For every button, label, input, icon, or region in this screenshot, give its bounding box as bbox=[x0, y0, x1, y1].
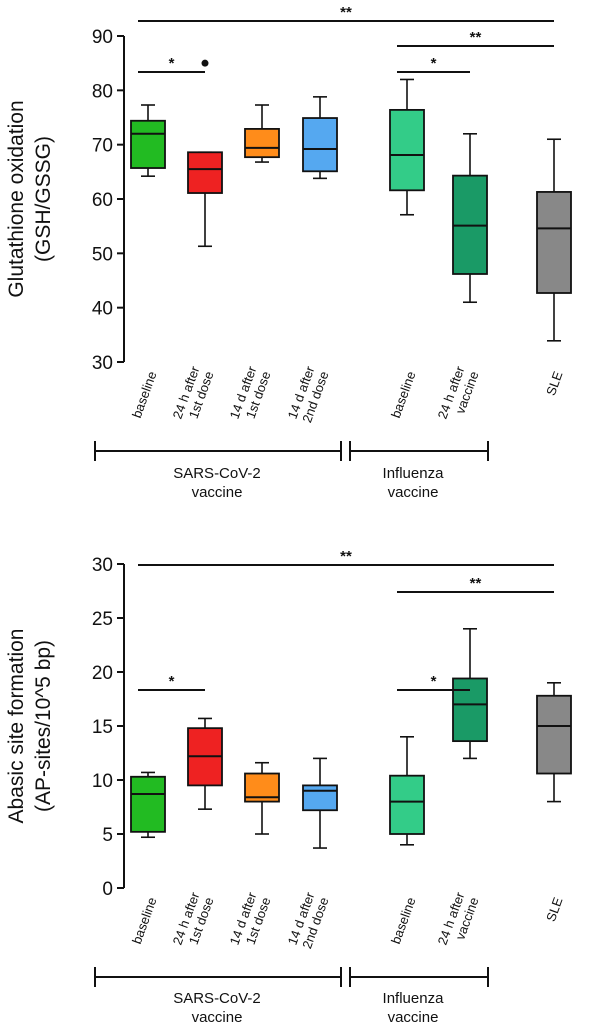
box-4 bbox=[389, 78, 425, 216]
box-3 bbox=[302, 96, 338, 180]
box-2 bbox=[244, 761, 280, 835]
category-label: SLE bbox=[543, 369, 566, 398]
category-label: 14 d after1st dose bbox=[227, 364, 274, 427]
group-label: SARS-CoV-2 bbox=[173, 465, 261, 482]
box-iqr bbox=[302, 784, 338, 812]
significance-label: * bbox=[431, 673, 437, 690]
significance-label: * bbox=[169, 673, 175, 690]
category-label: 24 h aftervaccine bbox=[435, 364, 482, 427]
y-tick-label: 15 bbox=[92, 717, 113, 738]
y-axis-label: Abasic site formation (AP-sites/10^5 bp) bbox=[5, 629, 55, 824]
y-axis-label-line: (AP-sites/10^5 bp) bbox=[32, 640, 55, 812]
group-label: SARS-CoV-2 bbox=[173, 990, 261, 1007]
category-label: baseline bbox=[129, 895, 160, 946]
category-label: 24 h after1st dose bbox=[170, 890, 217, 953]
y-tick-label: 20 bbox=[92, 663, 113, 684]
box-5 bbox=[452, 627, 488, 760]
y-axis-label-line: (GSH/GSSG) bbox=[32, 136, 55, 262]
category-label: baseline bbox=[388, 895, 419, 946]
group-label: vaccine bbox=[192, 1009, 243, 1024]
box-1 bbox=[187, 717, 223, 810]
y-axis-label-line: Abasic site formation bbox=[5, 629, 28, 824]
significance-label: ** bbox=[470, 575, 482, 592]
category-label-line: baseline bbox=[129, 895, 160, 946]
category-label-line: SLE bbox=[543, 369, 566, 398]
box-iqr bbox=[187, 151, 223, 194]
group-label: Influenza bbox=[383, 990, 445, 1007]
y-axis-label: Glutathione oxidation (GSH/GSSG) bbox=[5, 100, 55, 297]
significance-label: ** bbox=[340, 548, 352, 565]
box-iqr bbox=[452, 677, 488, 743]
y-axis-label-line: Glutathione oxidation bbox=[5, 100, 28, 297]
y-tick-label: 30 bbox=[92, 555, 113, 576]
box-iqr bbox=[536, 694, 572, 775]
group-label: vaccine bbox=[388, 1009, 439, 1024]
significance-label: * bbox=[431, 55, 437, 72]
category-label: 14 d after1st dose bbox=[227, 890, 274, 953]
box-iqr bbox=[130, 775, 166, 833]
group-label: Influenza bbox=[383, 465, 445, 482]
y-tick-label: 50 bbox=[92, 244, 113, 265]
y-tick-label: 5 bbox=[102, 825, 113, 846]
category-label-line: baseline bbox=[388, 369, 419, 420]
box-0 bbox=[130, 104, 166, 177]
category-label-line: baseline bbox=[388, 895, 419, 946]
box-3 bbox=[302, 757, 338, 849]
box-iqr bbox=[302, 117, 338, 173]
box-2 bbox=[244, 104, 280, 163]
box-6 bbox=[536, 138, 572, 342]
box-5 bbox=[452, 133, 488, 304]
box-iqr bbox=[130, 119, 166, 169]
category-label: baseline bbox=[388, 369, 419, 420]
significance-label: ** bbox=[340, 4, 352, 21]
y-tick-label: 30 bbox=[92, 353, 113, 374]
category-label: 24 h after1st dose bbox=[170, 364, 217, 427]
category-label: 14 d after2nd dose bbox=[285, 890, 332, 953]
box-0 bbox=[130, 771, 166, 839]
group-label: vaccine bbox=[192, 484, 243, 501]
box-6 bbox=[536, 681, 572, 803]
box-iqr bbox=[389, 774, 425, 835]
box-iqr bbox=[536, 191, 572, 294]
box-iqr bbox=[244, 128, 280, 159]
category-label: 24 h aftervaccine bbox=[435, 890, 482, 953]
category-label: 14 d after2nd dose bbox=[285, 364, 332, 427]
box-iqr bbox=[389, 108, 425, 192]
category-label: SLE bbox=[543, 895, 566, 924]
glutathione-oxidation-panel: 30 40 50 60 70 80 90 Glutathione oxidation (GSH/… bbox=[5, 4, 572, 501]
significance-label: * bbox=[169, 55, 175, 72]
y-tick-label: 70 bbox=[92, 136, 113, 157]
y-tick-label: 90 bbox=[92, 27, 113, 48]
box-4 bbox=[389, 735, 425, 846]
y-tick-label: 25 bbox=[92, 609, 113, 630]
y-tick-label: 40 bbox=[92, 299, 113, 320]
outlier-point bbox=[201, 59, 209, 67]
category-label-line: SLE bbox=[543, 895, 566, 924]
category-label: baseline bbox=[129, 369, 160, 420]
group-label: vaccine bbox=[388, 484, 439, 501]
y-tick-label: 60 bbox=[92, 190, 113, 211]
y-tick-label: 10 bbox=[92, 771, 113, 792]
abasic-site-formation-panel: 0 5 10 15 20 25 30 Abasic site formation (AP-sit… bbox=[5, 548, 572, 1024]
y-tick-label: 80 bbox=[92, 81, 113, 102]
box-1 bbox=[187, 59, 223, 248]
significance-label: ** bbox=[470, 29, 482, 46]
category-label-line: baseline bbox=[129, 369, 160, 420]
y-tick-label: 0 bbox=[102, 879, 113, 900]
